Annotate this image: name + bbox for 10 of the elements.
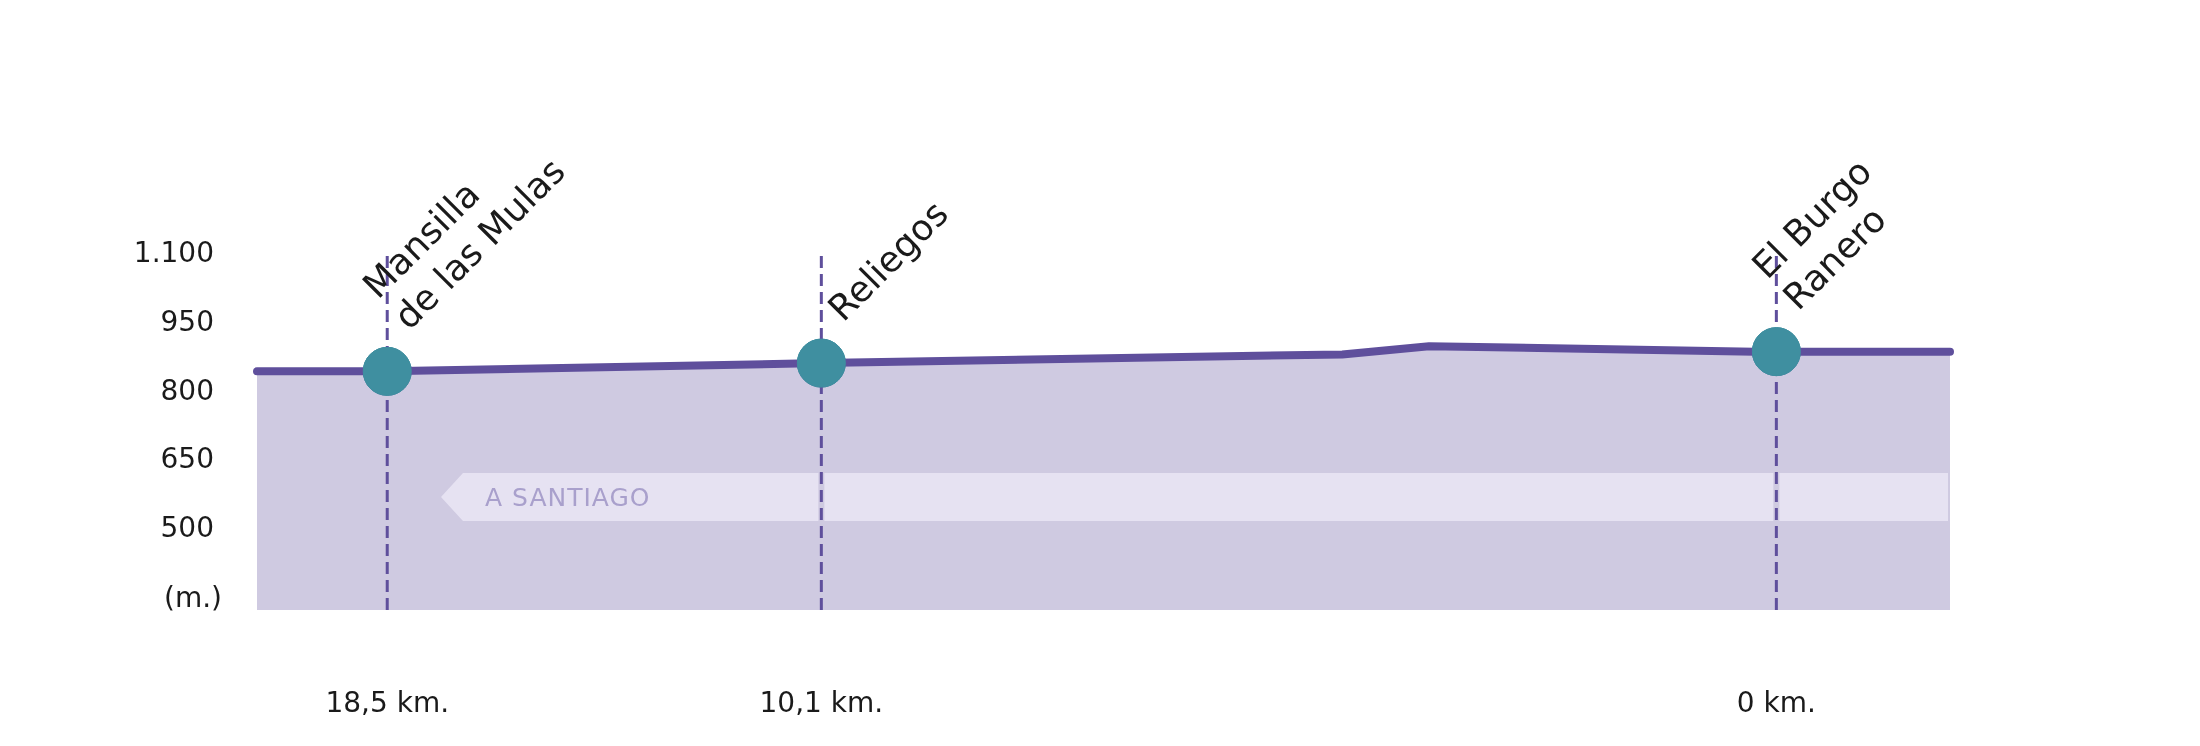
y-tick-label: 1.100 bbox=[133, 236, 214, 270]
x-tick-label: 10,1 km. bbox=[759, 686, 884, 720]
y-tick-label: 800 bbox=[160, 373, 214, 407]
y-axis-title: (m.) bbox=[163, 581, 222, 615]
y-tick-label: 500 bbox=[160, 511, 214, 545]
x-tick-label: 18,5 km. bbox=[325, 686, 450, 720]
y-tick-label: 950 bbox=[160, 304, 214, 338]
x-tick-label: 0 km. bbox=[1736, 686, 1816, 720]
y-tick-label: 650 bbox=[160, 442, 214, 476]
annotation: A SANTIAGO bbox=[485, 482, 651, 512]
